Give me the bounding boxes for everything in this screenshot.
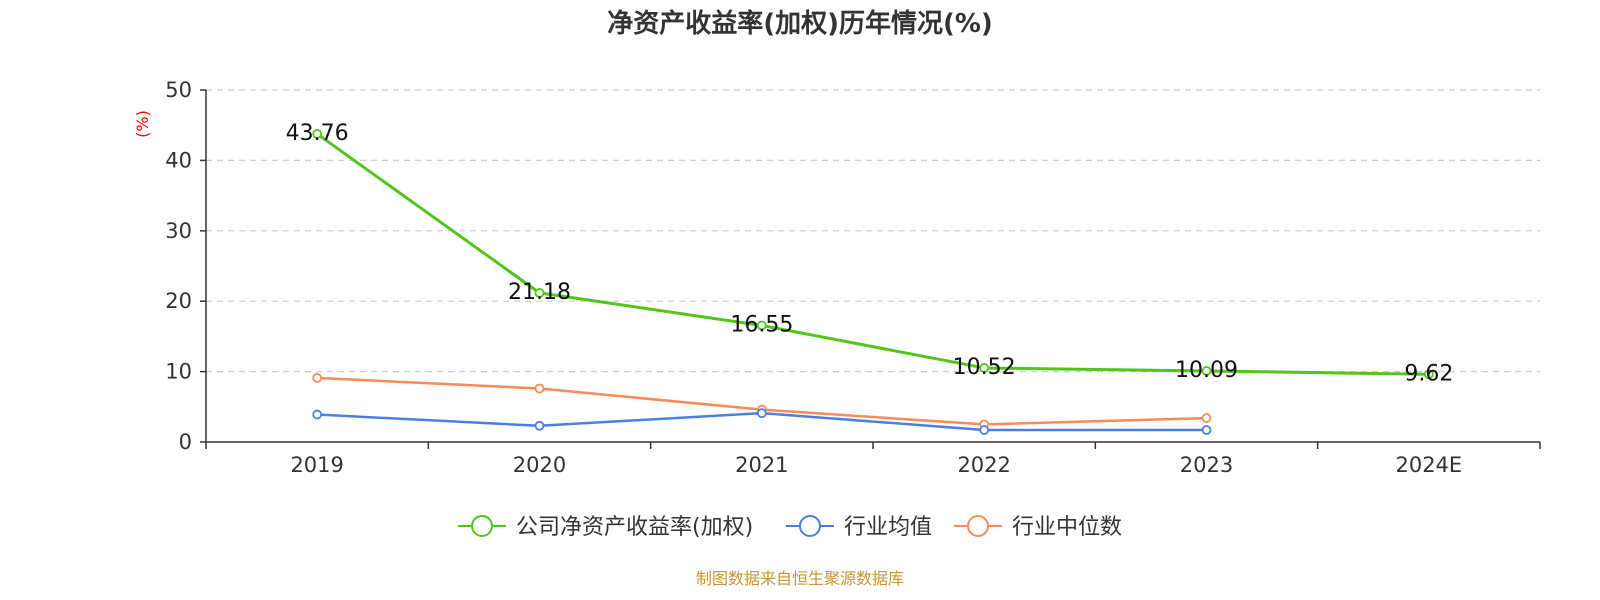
- data-label-0-2021: 16.55: [730, 312, 793, 337]
- y-tick-label-0: 0: [179, 430, 192, 454]
- x-tick-label-2020: 2020: [513, 453, 566, 477]
- data-label-0-2020: 21.18: [508, 280, 571, 305]
- data-label-0-2024E: 9.62: [1404, 361, 1453, 386]
- point-1-2019[interactable]: [312, 409, 323, 420]
- y-tick-label-30: 30: [165, 219, 192, 243]
- y-tick-label-40: 40: [165, 148, 192, 172]
- point-0-2019[interactable]: [312, 129, 323, 139]
- point-0-2020[interactable]: [534, 287, 545, 298]
- data-label-0-2023: 10.09: [1175, 358, 1238, 383]
- point-1-2021[interactable]: [756, 408, 767, 419]
- series-1: [312, 408, 1212, 435]
- point-0-2024E[interactable]: [1423, 369, 1434, 380]
- legend-label-1: 行业均值: [844, 515, 932, 540]
- legend-marker-2: [967, 515, 989, 537]
- source-note: 制图数据来自恒生聚源数据库: [696, 569, 904, 588]
- series-layer: [312, 129, 1434, 435]
- point-0-2021[interactable]: [756, 320, 767, 331]
- point-1-2020[interactable]: [534, 420, 545, 431]
- point-0-2023[interactable]: [1201, 366, 1212, 376]
- legend-marker-1: [799, 515, 821, 537]
- legend-label-0: 公司净资产收益率(加权): [516, 515, 753, 540]
- legend-label-2: 行业中位数: [1012, 515, 1122, 540]
- x-tick-label-2022: 2022: [957, 453, 1010, 477]
- y-axis-label: (%): [133, 110, 152, 138]
- legend: 公司净资产收益率(加权) 行业均值 行业中位数: [458, 515, 1122, 540]
- x-tick-label-2023: 2023: [1180, 453, 1233, 477]
- legend-item-2[interactable]: 行业中位数: [954, 515, 1122, 540]
- series-0: [312, 129, 1434, 380]
- legend-marker-0: [471, 515, 493, 537]
- data-label-0-2022: 10.52: [953, 355, 1016, 380]
- data-label-layer: 43.76 21.18 16.55 10.52 10.09 9.62: [286, 121, 1454, 386]
- point-0-2022[interactable]: [979, 363, 990, 373]
- point-2-2023[interactable]: [1201, 413, 1212, 423]
- data-label-0-2019: 43.76: [286, 121, 349, 146]
- y-tick-label-50: 50: [165, 78, 192, 102]
- x-tick-label-2024E: 2024E: [1395, 453, 1462, 477]
- point-1-2022[interactable]: [979, 425, 990, 435]
- x-tick-label-2021: 2021: [735, 453, 788, 477]
- legend-item-1[interactable]: 行业均值: [786, 515, 932, 540]
- y-tick-label-10: 10: [165, 360, 192, 384]
- chart-title: 净资产收益率(加权)历年情况(%): [607, 8, 993, 39]
- point-1-2023[interactable]: [1201, 425, 1212, 435]
- grid-layer: [206, 89, 1540, 373]
- series-line-0: [316, 132, 1429, 376]
- point-2-2020[interactable]: [534, 383, 545, 394]
- y-tick-label-20: 20: [165, 289, 192, 313]
- x-tick-label-2019: 2019: [290, 453, 343, 477]
- legend-item-0[interactable]: 公司净资产收益率(加权): [458, 515, 753, 540]
- point-2-2019[interactable]: [312, 373, 323, 383]
- axis-layer: 0 10 20 30 40 50 2019 2020 2021 2022 2023 2024E: [165, 78, 1541, 477]
